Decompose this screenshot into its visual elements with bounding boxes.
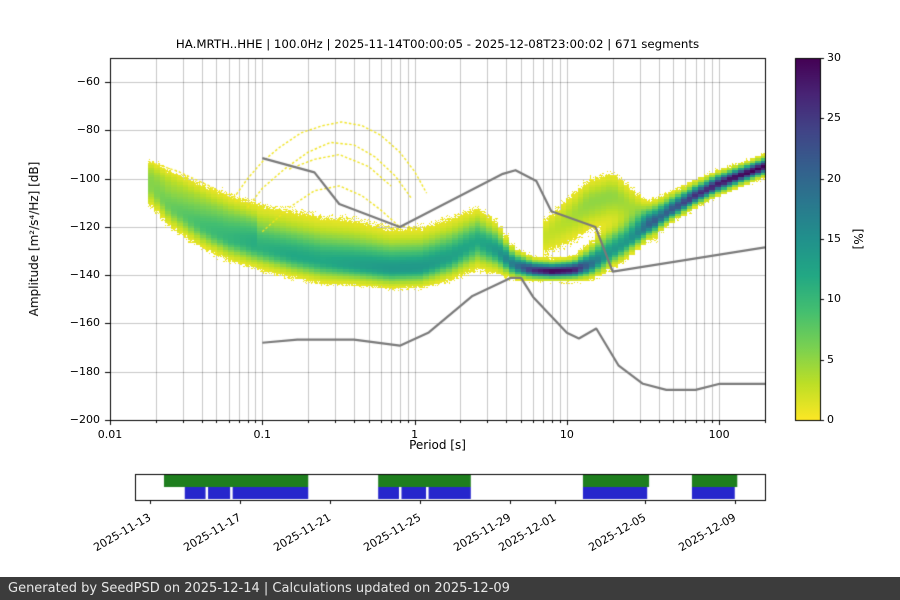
plot-title: HA.MRTH..HHE | 100.0Hz | 2025-11-14T00:0… [175, 37, 700, 51]
x-axis-label: Period [s] [409, 438, 466, 452]
footer-bar: Generated by SeedPSD on 2025-12-14 | Cal… [0, 577, 900, 600]
footer-text: Generated by SeedPSD on 2025-12-14 | Cal… [8, 581, 510, 596]
y-axis-label: Amplitude [m²/s⁴/Hz] [dB] [27, 161, 41, 317]
colorbar-label: [%] [851, 228, 865, 250]
